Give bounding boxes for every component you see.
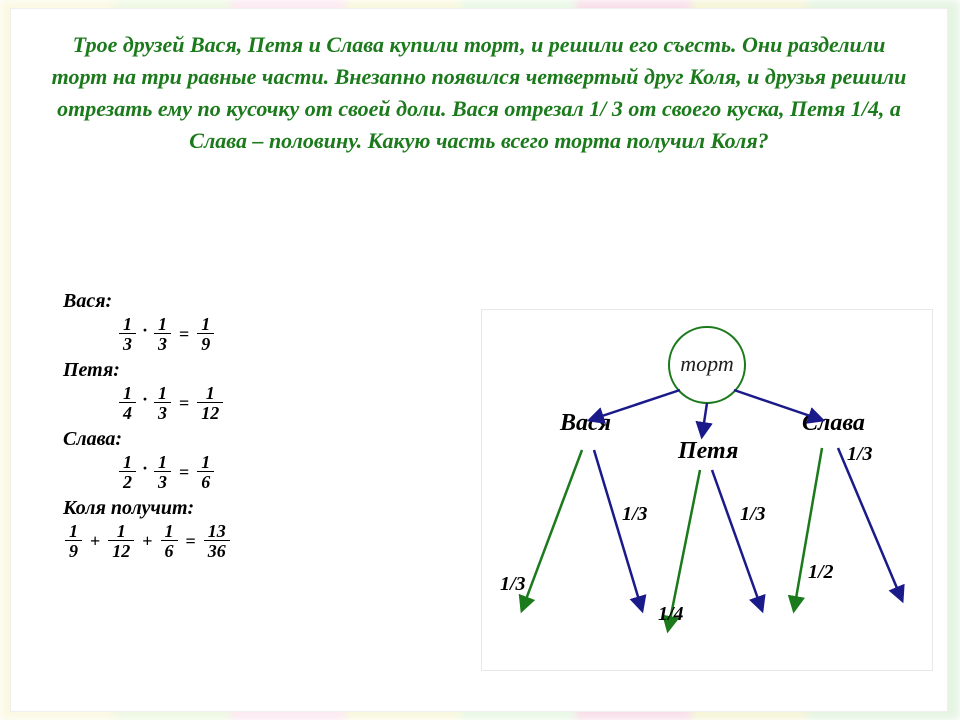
problem-text: Трое друзей Вася, Петя и Слава купили то… — [11, 9, 947, 165]
arrow-2 — [734, 390, 822, 420]
arrow-label-7: 1/2 — [808, 561, 834, 583]
arrow-label-4: 1/3 — [622, 503, 648, 525]
tree-diagram: торт Вася Петя Слава 1/3 1/3 1/3 1/4 1/3 1/2 — [481, 309, 933, 671]
arrow-6 — [712, 470, 762, 610]
label-vasya: Вася: — [63, 290, 403, 313]
solution-block: Вася: 13 · 13 = 19 Петя: 14 · 13 = 112 С… — [63, 284, 403, 562]
arrow-0 — [590, 390, 680, 420]
arrow-1 — [702, 403, 707, 436]
eq-slava: 12 · 13 = 16 — [119, 453, 403, 491]
root-label: торт — [680, 351, 734, 376]
label-petya: Петя: — [63, 359, 403, 382]
eq-petya: 14 · 13 = 112 — [119, 384, 403, 422]
share-label-0: 1/3 — [847, 443, 873, 465]
arrow-4 — [594, 450, 642, 610]
arrow-label-6: 1/3 — [740, 503, 766, 525]
label-kolya: Коля получит: — [63, 497, 403, 520]
arrow-label-3: 1/3 — [500, 573, 526, 595]
arrow-7 — [794, 448, 822, 610]
person-label-0: Вася — [559, 410, 611, 436]
arrow-8 — [838, 448, 902, 600]
eq-kolya: 19 + 112 + 16 = 1336 — [65, 522, 403, 560]
eq-vasya: 13 · 13 = 19 — [119, 315, 403, 353]
arrow-label-5: 1/4 — [658, 603, 684, 625]
person-label-2: Слава — [802, 410, 865, 436]
person-label-1: Петя — [677, 438, 738, 464]
slide-canvas: Трое друзей Вася, Петя и Слава купили то… — [10, 8, 948, 712]
arrow-3 — [522, 450, 582, 610]
label-slava: Слава: — [63, 428, 403, 451]
